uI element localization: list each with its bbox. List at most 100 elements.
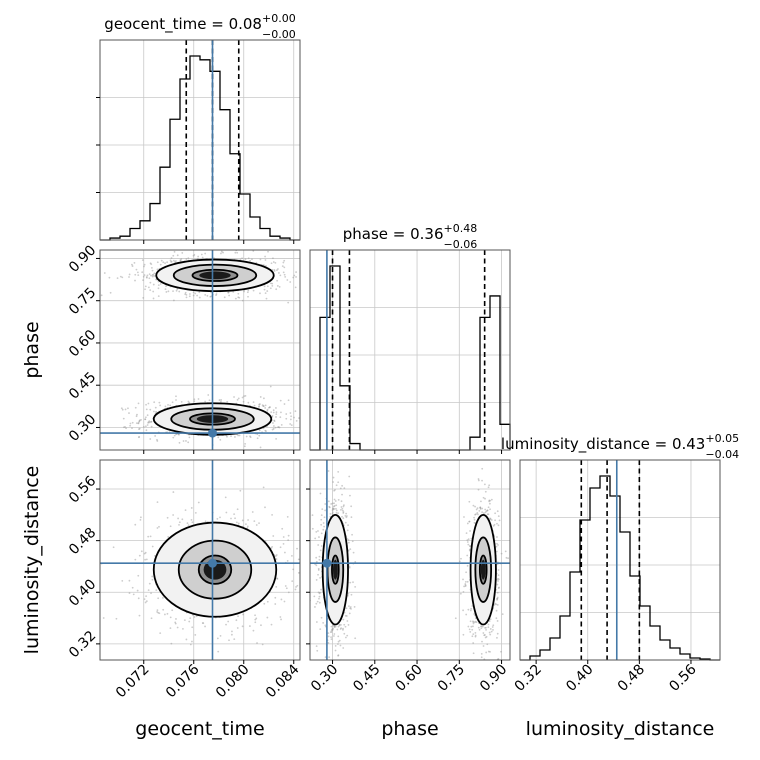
- sample-point: [140, 418, 142, 421]
- panel-frame: [519, 459, 721, 661]
- sample-point: [338, 623, 341, 626]
- sample-point: [311, 527, 314, 530]
- sample-point: [474, 505, 476, 508]
- sample-point: [242, 613, 245, 616]
- sample-point: [145, 403, 147, 406]
- sample-point: [244, 442, 247, 445]
- sample-point: [270, 623, 273, 626]
- x-tick-label: 0.084: [263, 661, 303, 701]
- sample-point: [483, 483, 486, 486]
- sample-point: [237, 397, 240, 400]
- x-tick-label: 0.40: [563, 662, 596, 695]
- panel-contents: [100, 460, 300, 660]
- sample-point: [235, 619, 238, 622]
- sample-point: [466, 554, 469, 557]
- sample-point: [201, 256, 204, 259]
- sample-point: [496, 620, 499, 622]
- sample-point: [287, 301, 290, 304]
- sample-point: [496, 542, 498, 545]
- sample-point: [249, 259, 252, 262]
- sample-point: [156, 501, 159, 504]
- sample-point: [338, 639, 341, 642]
- sample-point: [188, 401, 191, 404]
- sample-point: [266, 290, 269, 292]
- sample-point: [348, 612, 351, 615]
- sample-point: [352, 551, 355, 554]
- panel-contents: [310, 460, 510, 663]
- sample-point: [318, 595, 321, 598]
- contour-line: [321, 513, 349, 626]
- sample-point: [320, 588, 322, 591]
- sample-point: [343, 632, 346, 635]
- sample-point: [134, 523, 137, 526]
- sample-point: [188, 620, 191, 623]
- contour-line: [478, 554, 488, 585]
- sample-point: [142, 296, 145, 299]
- title-sup: +0.48: [444, 222, 478, 235]
- sample-point: [274, 603, 277, 605]
- sample-point: [128, 412, 130, 414]
- sample-point: [174, 621, 177, 624]
- sample-point: [227, 291, 230, 294]
- sample-point: [219, 516, 221, 519]
- sample-point: [472, 620, 474, 623]
- sample-point: [285, 413, 288, 415]
- sample-point: [169, 525, 172, 528]
- hist-step-phase: [310, 265, 511, 451]
- sample-point: [287, 539, 290, 542]
- sample-point: [496, 510, 499, 513]
- sample-point: [270, 411, 273, 414]
- sample-point: [219, 400, 222, 403]
- sample-point: [454, 617, 457, 620]
- sample-point: [269, 282, 272, 285]
- sample-point: [318, 536, 320, 538]
- sample-point: [330, 636, 332, 639]
- x-tick-label: 0.072: [113, 662, 153, 702]
- sample-point: [169, 627, 172, 630]
- sample-point: [315, 275, 317, 277]
- sample-point: [462, 590, 465, 593]
- sample-point: [252, 401, 255, 404]
- sample-point: [182, 627, 184, 630]
- sample-point: [262, 486, 265, 489]
- sample-point: [238, 296, 241, 299]
- sample-point: [347, 541, 350, 544]
- y-axis-label-luminosity_distance: luminosity_distance: [21, 466, 43, 655]
- sample-point: [172, 299, 175, 302]
- sample-point: [333, 502, 335, 505]
- sample-point: [487, 661, 489, 663]
- sample-point: [230, 435, 232, 437]
- sample-point: [140, 550, 143, 553]
- sample-point: [156, 609, 159, 612]
- y-tick-label: 0.60: [66, 327, 99, 360]
- sample-point: [197, 501, 200, 504]
- sample-point: [198, 296, 201, 299]
- sample-point: [344, 521, 347, 524]
- sample-point: [348, 475, 351, 478]
- sample-point: [342, 628, 344, 631]
- sample-point: [115, 617, 118, 620]
- scatter-panel-phase-luminosity_distance: 0.30 0.45 0.60 0.75 0.90: [306, 459, 511, 695]
- sample-point: [162, 596, 164, 599]
- sample-point: [136, 413, 138, 416]
- sample-point: [480, 500, 482, 503]
- sample-point: [128, 276, 130, 278]
- sample-point: [273, 425, 275, 427]
- sample-point: [158, 401, 161, 404]
- sample-point: [108, 276, 111, 279]
- sample-point: [170, 257, 173, 259]
- sample-point: [159, 263, 162, 266]
- sample-point: [487, 623, 490, 626]
- sample-point: [246, 525, 249, 528]
- sample-point: [228, 294, 231, 297]
- sample-point: [341, 507, 344, 510]
- sample-point: [468, 520, 471, 523]
- sample-point: [245, 435, 248, 438]
- sample-point: [236, 398, 239, 401]
- sample-point: [243, 445, 246, 448]
- sample-point: [263, 288, 266, 291]
- sample-point: [462, 578, 464, 581]
- sample-point: [283, 259, 286, 262]
- sample-point: [129, 424, 132, 427]
